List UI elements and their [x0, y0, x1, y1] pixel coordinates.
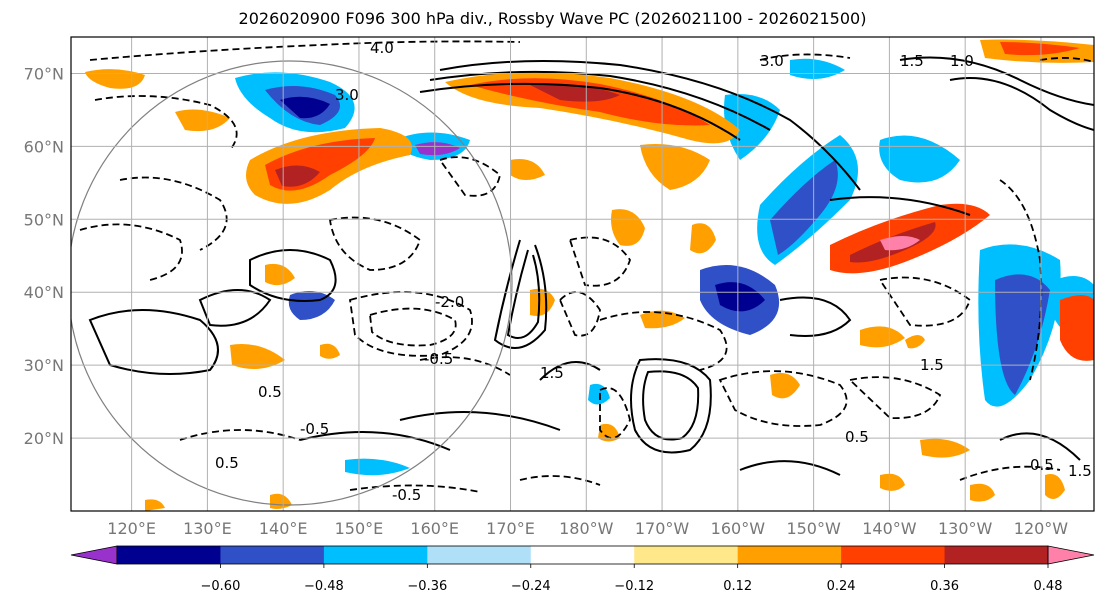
colorbar-tick-label: −0.60 — [201, 579, 241, 594]
contour-label: 1.5 — [900, 52, 924, 70]
lat-tick-label: 20°N — [24, 429, 64, 448]
lon-tick-label: 170°E — [486, 519, 535, 538]
contour-label: -2.0 — [435, 293, 464, 311]
contour-label: 1.5 — [1068, 462, 1092, 480]
lon-tick-label: 160°W — [711, 519, 766, 538]
colorbar-bin — [427, 546, 532, 564]
colorbar-bin — [737, 546, 842, 564]
colorbar-bin — [634, 546, 739, 564]
colorbar-bin — [841, 546, 946, 564]
colorbar-bin — [944, 546, 1049, 564]
lon-tick-label: 150°E — [335, 519, 384, 538]
contour-label: -0.5 — [392, 486, 421, 504]
lat-axis-labels: 20°N 30°N 40°N 50°N 60°N 70°N — [24, 64, 64, 448]
colorbar-tick-label: −0.36 — [407, 579, 447, 594]
lon-tick-label: 120°E — [107, 519, 156, 538]
contour-labels: 4.0 3.0 3.0 1.5 1.0 1.5 -0.5 -0.5 -0.5 0… — [215, 39, 1092, 504]
lat-tick-label: 50°N — [24, 210, 64, 229]
contour-label: -0.5 — [300, 420, 329, 438]
contour-label: 0.5 — [215, 454, 239, 472]
lat-tick-label: 30°N — [24, 356, 64, 375]
colorbar-tick-label: −0.12 — [614, 579, 654, 594]
colorbar-tick-label: 0.36 — [930, 579, 959, 594]
contour-label: 0.5 — [1030, 456, 1054, 474]
plot-area — [71, 37, 1094, 511]
plot-border — [70, 36, 1095, 512]
lon-tick-label: 180°W — [559, 519, 614, 538]
colorbar-tick-label: 0.48 — [1034, 579, 1063, 594]
lon-tick-label: 130°E — [183, 519, 232, 538]
contour-label: 1.0 — [950, 52, 974, 70]
colorbar-bin — [117, 546, 221, 564]
colorbar-extend-low — [70, 545, 118, 565]
lon-tick-label: 120°W — [1014, 519, 1069, 538]
contour-label: 1.5 — [920, 356, 944, 374]
colorbar-tick-label: 0.24 — [827, 579, 856, 594]
contour-label: 0.5 — [845, 428, 869, 446]
colorbar-bin — [323, 546, 428, 564]
colorbar-outline — [116, 545, 1049, 565]
contour-label: 1.5 — [540, 364, 564, 382]
lon-tick-label: 150°W — [786, 519, 841, 538]
lon-tick-label: 140°E — [259, 519, 308, 538]
contour-label: 4.0 — [370, 39, 394, 57]
colorbar-tick-label: −0.24 — [511, 579, 551, 594]
lon-tick-label: 140°W — [862, 519, 917, 538]
lat-tick-label: 40°N — [24, 283, 64, 302]
lat-tick-label: 70°N — [24, 64, 64, 83]
contour-label: 3.0 — [760, 52, 784, 70]
lon-tick-label: 160°E — [410, 519, 459, 538]
colorbar-tick-label: −0.48 — [304, 579, 344, 594]
lon-tick-label: 130°W — [938, 519, 993, 538]
contour-label: 3.0 — [335, 86, 359, 104]
contour-label: 0.5 — [258, 383, 282, 401]
contour-label: -0.5 — [424, 350, 453, 368]
chart-title: 2026020900 F096 300 hPa div., Rossby Wav… — [238, 9, 867, 28]
colorbar-tick-label: 0.12 — [723, 579, 752, 594]
colorbar: −0.60 −0.48 −0.36 −0.24 −0.12 0.12 0.24 0.36 0.4… — [70, 545, 1095, 594]
lon-tick-label: 170°W — [635, 519, 690, 538]
lon-axis-labels: 120°E 130°E 140°E 150°E 160°E 170°E 180°W 170°W… — [107, 519, 1068, 538]
colorbar-bin — [530, 546, 635, 564]
colorbar-bin — [220, 546, 325, 564]
projection-circle — [71, 60, 513, 506]
gridlines — [71, 37, 1094, 511]
lat-tick-label: 60°N — [24, 137, 64, 156]
colorbar-extend-high — [1047, 545, 1095, 565]
